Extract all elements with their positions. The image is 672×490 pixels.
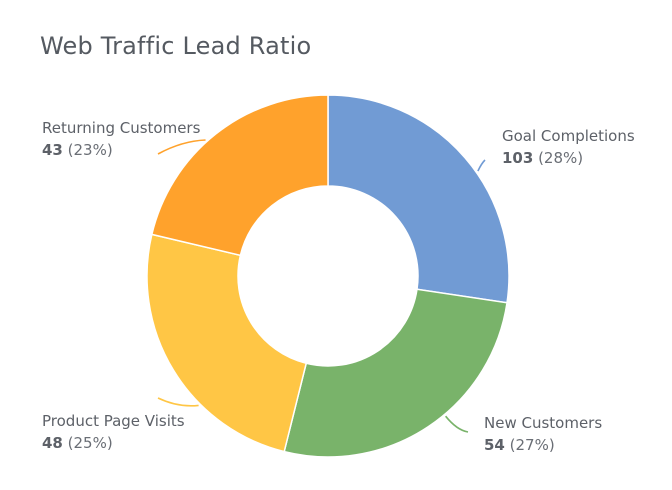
slice-product-page-visits[interactable]: [146, 233, 308, 453]
donut-hole: [239, 187, 417, 365]
slice-value: 43: [42, 141, 63, 159]
data-label-returning-customers: Returning Customers 43 (23%): [42, 117, 200, 161]
slice-goal-completions[interactable]: [327, 94, 510, 304]
slice-value-line: 54 (27%): [484, 434, 602, 456]
slice-value: 54: [484, 436, 505, 454]
slice-value-line: 48 (25%): [42, 432, 185, 454]
data-label-goal-completions: Goal Completions 103 (28%): [502, 125, 635, 169]
leader-line: [157, 139, 206, 155]
slice-name: Product Page Visits: [42, 412, 185, 430]
slice-percent: (27%): [504, 436, 555, 454]
slice-name: New Customers: [484, 414, 603, 432]
slice-returning-customers[interactable]: [150, 94, 329, 257]
chart-title: Web Traffic Lead Ratio: [40, 32, 312, 60]
data-label-product-page-visits: Product Page Visits 48 (25%): [42, 410, 185, 454]
slice-percent: (28%): [533, 149, 584, 167]
slice-value: 48: [42, 434, 63, 452]
slice-percent: (25%): [62, 434, 113, 452]
leader-line: [477, 159, 486, 172]
slice-value-line: 43 (23%): [42, 139, 200, 161]
slice-name: Returning Customers: [42, 119, 201, 137]
leader-line: [445, 415, 469, 433]
slice-percent: (23%): [62, 141, 113, 159]
data-label-new-customers: New Customers 54 (27%): [484, 412, 602, 456]
leader-line: [157, 397, 199, 407]
slice-value: 103: [502, 149, 534, 167]
slice-value-line: 103 (28%): [502, 147, 635, 169]
slice-name: Goal Completions: [502, 127, 635, 145]
slice-new-customers[interactable]: [283, 288, 508, 458]
